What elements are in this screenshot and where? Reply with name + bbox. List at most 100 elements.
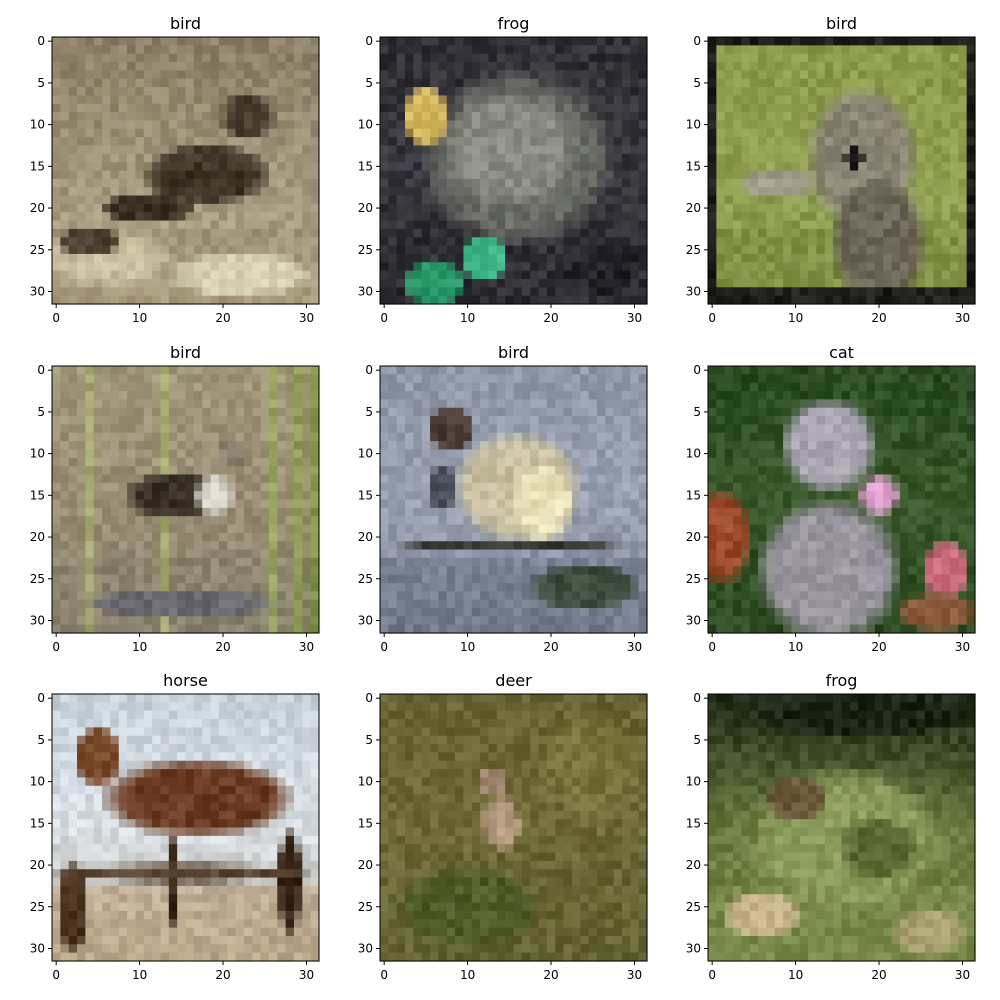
pixel xyxy=(774,212,784,222)
pixel xyxy=(243,95,253,105)
pixel xyxy=(733,70,742,80)
pixel xyxy=(438,507,448,517)
pixel xyxy=(110,120,120,130)
pixel xyxy=(260,245,270,255)
pixel xyxy=(513,237,523,247)
pixel xyxy=(496,566,506,576)
pixel xyxy=(716,262,726,272)
pixel xyxy=(488,137,498,147)
pixel xyxy=(102,499,111,509)
pixel xyxy=(580,366,590,375)
pixel xyxy=(135,270,145,280)
pixel xyxy=(496,220,506,230)
pixel xyxy=(596,87,606,96)
pixel xyxy=(430,220,439,230)
pixel xyxy=(866,78,876,88)
pixel xyxy=(538,482,548,492)
pixel xyxy=(774,95,784,105)
pixel xyxy=(185,441,195,451)
pixel xyxy=(160,591,170,601)
pixel xyxy=(277,278,287,288)
pixel xyxy=(555,95,565,105)
pixel xyxy=(958,153,968,163)
pixel xyxy=(235,466,245,476)
pixel xyxy=(235,441,245,451)
pixel xyxy=(916,53,926,63)
pixel xyxy=(733,287,742,297)
pixel xyxy=(218,128,228,138)
pixel xyxy=(168,557,178,567)
pixel xyxy=(293,195,303,205)
pixel xyxy=(613,262,623,272)
pixel xyxy=(588,37,598,46)
pixel xyxy=(60,549,70,559)
pixel xyxy=(605,524,615,534)
pixel xyxy=(285,203,295,213)
pixel xyxy=(85,591,95,601)
pixel xyxy=(127,53,137,63)
pixel xyxy=(488,524,498,534)
pixel xyxy=(563,382,573,392)
pixel xyxy=(260,220,270,230)
pixel xyxy=(958,162,968,172)
pixel xyxy=(446,516,456,526)
pixel xyxy=(621,424,631,434)
pixel xyxy=(496,482,506,492)
pixel xyxy=(816,87,826,96)
pixel xyxy=(185,582,195,592)
pixel xyxy=(252,541,262,551)
pixel xyxy=(160,203,170,213)
pixel xyxy=(413,78,423,88)
pixel xyxy=(185,220,195,230)
pixel xyxy=(388,507,398,517)
pixel xyxy=(480,507,490,517)
pixel xyxy=(77,441,86,451)
pixel xyxy=(143,432,153,442)
pixel xyxy=(421,145,431,155)
pixel xyxy=(252,295,262,305)
pixel xyxy=(783,170,793,180)
pixel xyxy=(405,187,414,197)
pixel xyxy=(152,466,162,476)
pixel xyxy=(285,137,295,147)
pixel xyxy=(430,178,439,188)
pixel xyxy=(513,507,523,517)
pixel xyxy=(68,212,78,222)
pixel xyxy=(102,591,111,601)
pixel xyxy=(530,507,540,517)
pixel xyxy=(766,70,776,80)
pixel xyxy=(496,382,506,392)
pixel xyxy=(924,45,934,55)
pixel xyxy=(538,374,548,384)
pixel xyxy=(758,237,767,247)
pixel xyxy=(724,162,734,172)
pixel xyxy=(513,566,523,576)
pixel xyxy=(218,112,228,122)
pixel xyxy=(546,457,556,467)
pixel xyxy=(724,278,734,288)
pixel xyxy=(513,253,523,263)
pixel xyxy=(85,228,95,238)
pixel xyxy=(243,432,253,442)
pixel xyxy=(488,416,498,425)
pixel xyxy=(463,253,473,263)
pixel xyxy=(438,253,448,263)
pixel xyxy=(285,78,295,88)
pixel xyxy=(60,253,70,263)
pixel xyxy=(966,212,976,222)
pixel xyxy=(496,170,506,180)
pixel xyxy=(708,212,717,222)
pixel xyxy=(193,599,203,609)
pixel xyxy=(93,112,103,122)
pixel xyxy=(891,245,901,255)
pixel xyxy=(521,566,531,576)
pixel xyxy=(758,295,767,305)
pixel xyxy=(152,95,162,105)
pixel xyxy=(438,474,448,484)
pixel xyxy=(791,245,801,255)
pixel xyxy=(143,624,153,634)
pixel xyxy=(277,566,287,576)
pixel xyxy=(227,474,237,484)
pixel xyxy=(471,62,481,71)
pixel xyxy=(118,162,128,172)
